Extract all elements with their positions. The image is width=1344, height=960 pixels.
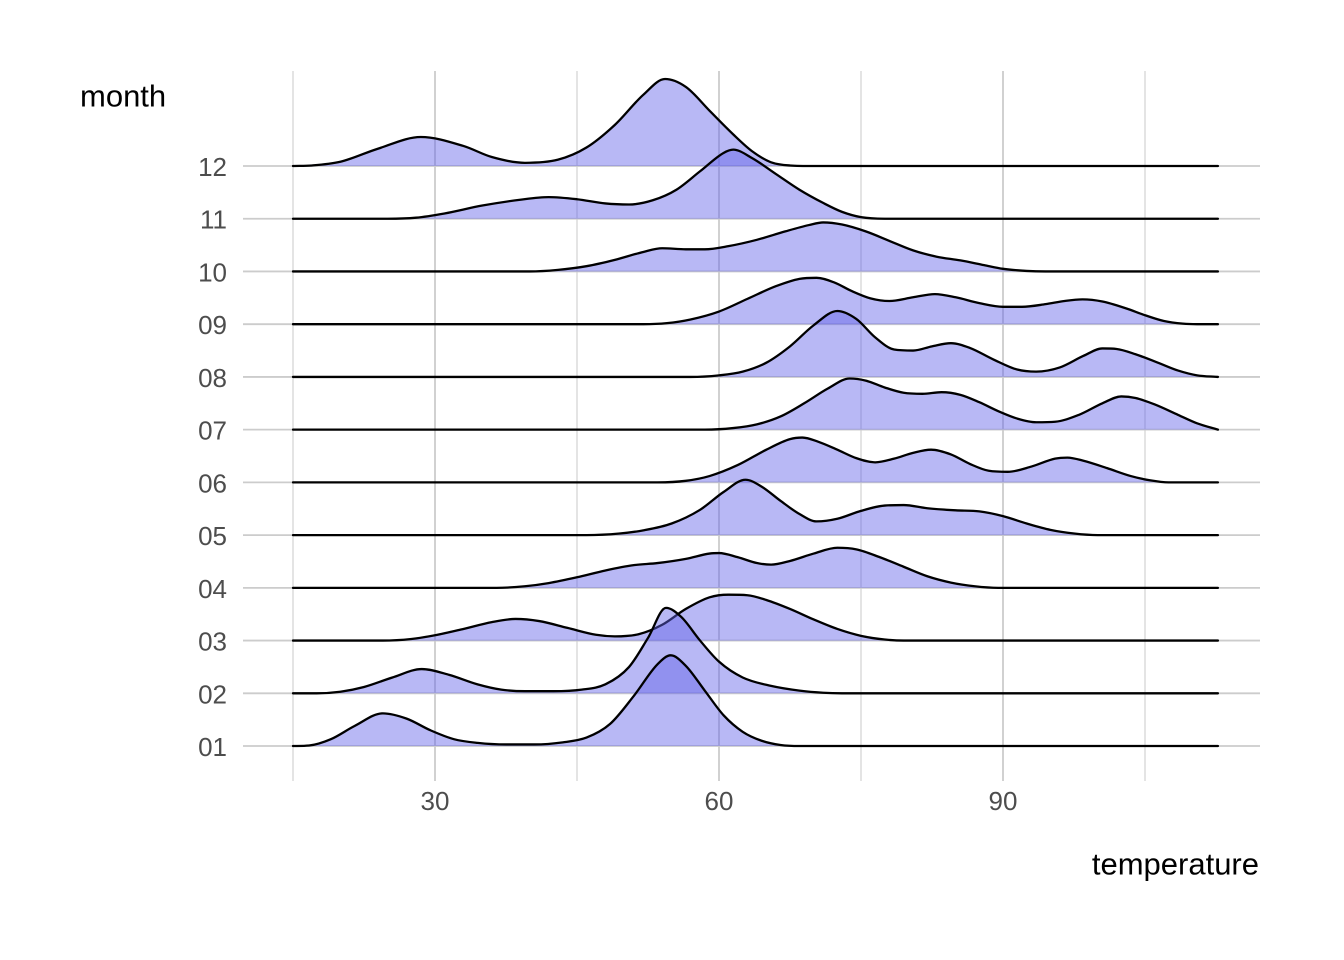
ridge-month-12 xyxy=(291,77,1220,168)
y-tick-label-05: 05 xyxy=(198,521,227,551)
ridge-month-10 xyxy=(291,221,1220,273)
y-tick-label-09: 09 xyxy=(198,310,227,340)
y-tick-label-08: 08 xyxy=(198,363,227,393)
ridge-month-07 xyxy=(291,377,1220,431)
y-tick-label-06: 06 xyxy=(198,468,227,498)
y-axis-title: month xyxy=(80,79,166,114)
x-tick-label-90: 90 xyxy=(989,786,1018,816)
ridge-month-02 xyxy=(291,606,1220,695)
ridge-month-04 xyxy=(291,546,1220,589)
y-tick-label-12: 12 xyxy=(198,152,227,182)
x-tick-label-30: 30 xyxy=(421,786,450,816)
x-axis-title: temperature xyxy=(1092,847,1259,882)
ridge-month-03 xyxy=(291,593,1220,642)
x-tick-label-60: 60 xyxy=(705,786,734,816)
ridge-layer xyxy=(291,77,1220,748)
ridge-month-06 xyxy=(291,436,1220,484)
ridge-month-01 xyxy=(291,654,1220,748)
y-tick-label-02: 02 xyxy=(198,679,227,709)
y-tick-label-04: 04 xyxy=(198,574,227,604)
y-tick-label-10: 10 xyxy=(198,257,227,287)
ridge-month-05 xyxy=(291,478,1220,537)
ridge-month-09 xyxy=(291,276,1220,326)
y-tick-label-01: 01 xyxy=(198,732,227,762)
y-tick-label-03: 03 xyxy=(198,627,227,657)
tick-label-layer: 12 11 10 09 08 07 06 05 04 03 02 01 30 60 90 xyxy=(198,152,1017,816)
y-tick-label-11: 11 xyxy=(200,205,227,235)
ridge-month-11 xyxy=(291,148,1220,220)
ridge-month-08 xyxy=(291,309,1220,379)
y-tick-label-07: 07 xyxy=(198,416,227,446)
